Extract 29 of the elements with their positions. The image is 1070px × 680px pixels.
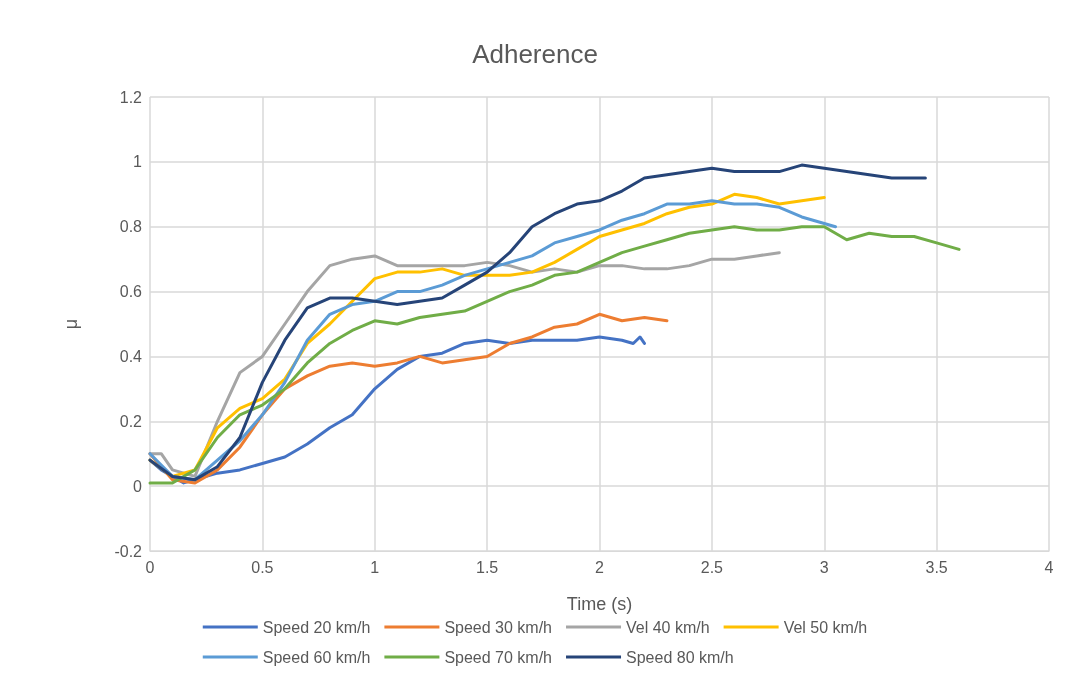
- y-tick-label: 1: [133, 153, 143, 171]
- y-tick-label: 0: [133, 477, 143, 495]
- x-tick-label: 3: [819, 558, 829, 576]
- legend-label: Speed 70 km/h: [444, 648, 553, 666]
- x-tick-label: 0.5: [251, 558, 274, 576]
- legend-label: Speed 60 km/h: [262, 648, 371, 666]
- x-tick-label: 0: [145, 558, 155, 576]
- x-tick-label: 2: [595, 558, 605, 576]
- y-tick-label: 0.8: [119, 218, 143, 236]
- legend-label: Vel 40 km/h: [626, 618, 710, 636]
- x-tick-label: 3.5: [925, 558, 948, 576]
- x-tick-label: 1.5: [476, 558, 499, 576]
- y-tick-label: 1.2: [119, 88, 143, 106]
- x-tick-label: 1: [370, 558, 380, 576]
- chart-title: Adherence: [472, 39, 598, 69]
- legend-label: Speed 20 km/h: [262, 618, 371, 636]
- y-tick-label: 0.6: [119, 283, 143, 301]
- x-tick-label: 4: [1044, 558, 1054, 576]
- y-tick-label: 0.4: [119, 347, 143, 365]
- y-tick-label: 0.2: [119, 412, 143, 430]
- legend-label: Speed 30 km/h: [444, 618, 553, 636]
- y-axis-title: μ: [61, 318, 81, 330]
- y-tick-label: -0.2: [114, 542, 143, 560]
- legend-label: Speed 80 km/h: [626, 648, 734, 666]
- legend-label: Vel 50 km/h: [783, 618, 868, 636]
- x-tick-label: 2.5: [700, 558, 724, 576]
- line-series: [148, 163, 927, 482]
- line-series: [148, 225, 961, 485]
- x-axis-title: Time (s): [566, 594, 633, 614]
